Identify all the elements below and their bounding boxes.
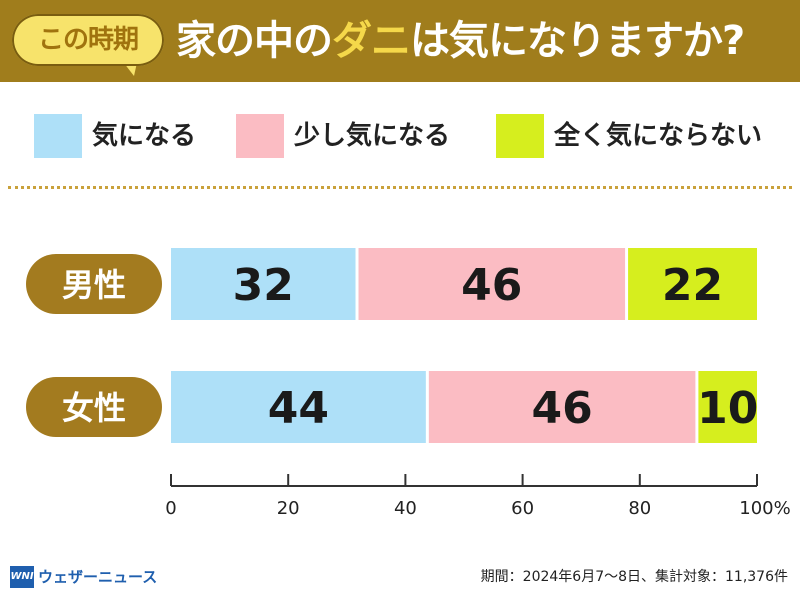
x-tick-label-1: 0 <box>165 498 176 519</box>
bar-1-3 <box>628 248 757 320</box>
row-label-2: 女性 <box>62 389 126 427</box>
legend: 気になる 少し気になる 全く気にならない <box>0 112 800 160</box>
chart-title: 家の中のダニは気になりますか? <box>176 10 745 72</box>
title-pre: 家の中の <box>176 18 333 64</box>
legend-swatch-1 <box>34 114 82 158</box>
bar-value-label-1-3: 22 <box>662 260 723 311</box>
bar-value-label-1-2: 46 <box>461 260 522 311</box>
title-post: は気になりますか? <box>410 18 745 64</box>
stacked-bar-chart: 男性 32 46 22 女性 44 46 10 0 20 40 60 80 100% <box>26 248 791 519</box>
bar-value-label-2-3: 10 <box>697 383 758 434</box>
badge-text: この時期 <box>37 25 139 55</box>
x-tick-label-2: 20 <box>277 498 300 519</box>
legend-label-2: 少し気になる <box>294 121 451 151</box>
bar-1-1 <box>171 248 356 320</box>
x-tick-label-6: 100% <box>739 498 790 519</box>
logo-text: ウェザーニュース <box>38 568 158 586</box>
dotted-divider <box>8 186 792 189</box>
bar-2-1 <box>171 371 426 443</box>
legend-swatch-3 <box>496 114 544 158</box>
survey-footnote: 期間：2024年6月7～8日、集計対象：11,376件 <box>480 569 788 585</box>
row-label-pill-2 <box>26 377 162 437</box>
x-tick-label-4: 60 <box>511 498 534 519</box>
period-badge: この時期 <box>12 14 164 66</box>
bar-1-2 <box>358 248 626 320</box>
bar-value-label-2-1: 44 <box>268 383 329 434</box>
bar-2-3 <box>698 371 757 443</box>
bar-2-2 <box>428 371 696 443</box>
title-highlight: ダニ <box>332 18 411 64</box>
wni-logo-mark: WNI <box>10 566 34 588</box>
bar-value-label-2-2: 46 <box>532 383 593 434</box>
row-label-pill-1 <box>26 254 162 314</box>
legend-label-1: 気になる <box>92 121 197 151</box>
x-tick-label-5: 80 <box>628 498 651 519</box>
header-banner: この時期 家の中のダニは気になりますか? <box>0 0 800 82</box>
row-label-1: 男性 <box>62 266 126 304</box>
legend-label-3: 全く気にならない <box>554 121 763 151</box>
legend-swatch-2 <box>236 114 284 158</box>
bar-value-label-1-1: 32 <box>233 260 294 311</box>
x-tick-label-3: 40 <box>394 498 417 519</box>
